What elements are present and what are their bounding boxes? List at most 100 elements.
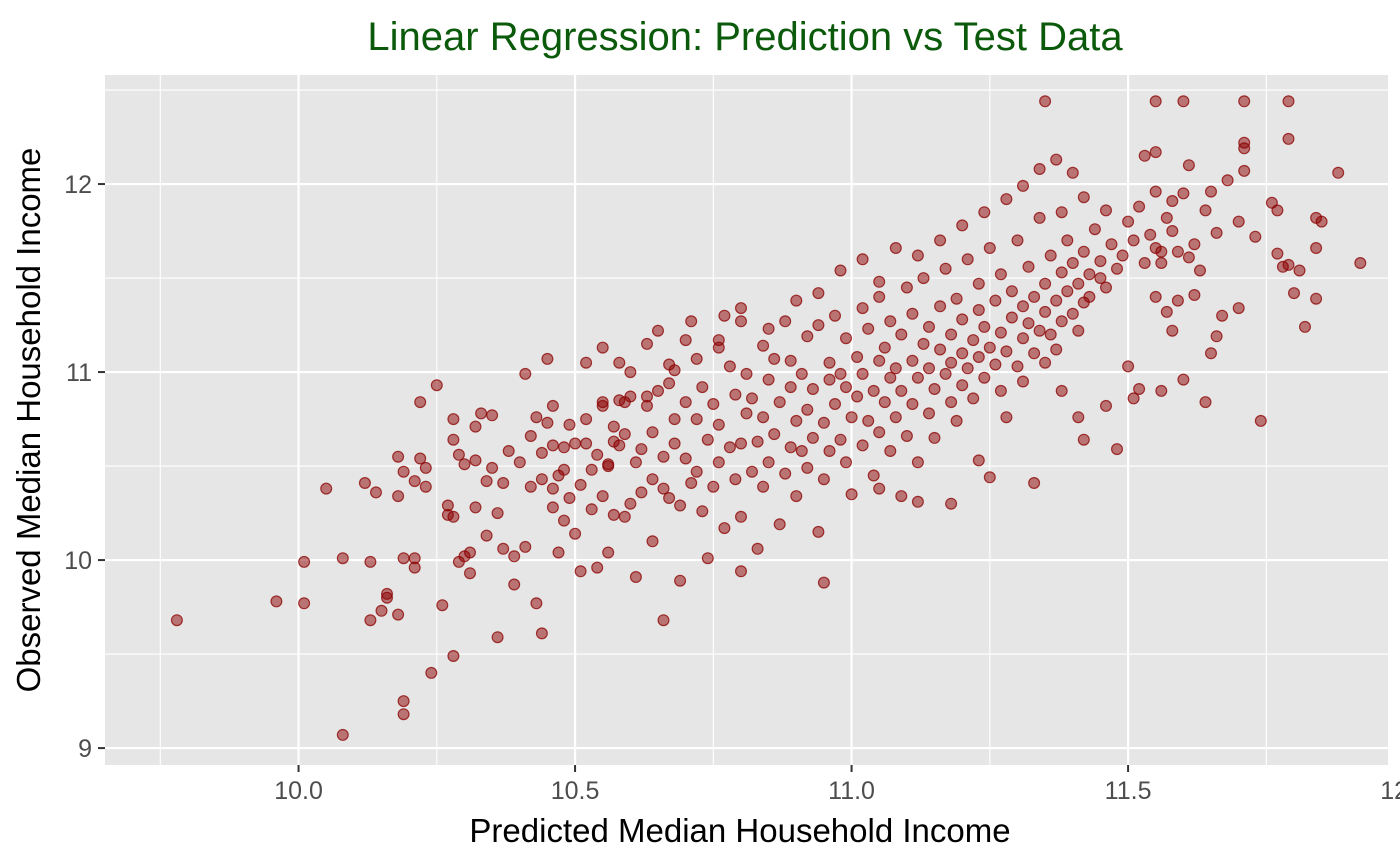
data-point bbox=[696, 381, 709, 394]
data-point bbox=[740, 407, 753, 420]
data-point bbox=[646, 535, 659, 548]
data-point bbox=[690, 413, 703, 426]
data-point bbox=[552, 546, 565, 559]
data-point bbox=[967, 334, 980, 347]
data-point bbox=[1016, 332, 1029, 345]
data-point bbox=[613, 356, 626, 369]
data-point bbox=[580, 437, 593, 450]
data-point bbox=[1072, 411, 1085, 424]
data-point bbox=[336, 728, 349, 741]
data-point bbox=[381, 587, 394, 600]
data-point bbox=[624, 497, 637, 510]
data-point bbox=[1033, 324, 1046, 337]
data-point bbox=[701, 433, 714, 446]
data-point bbox=[873, 354, 886, 367]
data-point bbox=[839, 381, 852, 394]
data-point bbox=[1293, 264, 1306, 277]
data-point bbox=[884, 315, 897, 328]
data-point bbox=[469, 501, 482, 514]
x-tick-label: 12.0 bbox=[1380, 777, 1400, 805]
data-point bbox=[790, 490, 803, 503]
data-point bbox=[983, 341, 996, 354]
data-point bbox=[635, 443, 648, 456]
data-point bbox=[734, 510, 747, 523]
data-point bbox=[1127, 392, 1140, 405]
data-point bbox=[1011, 360, 1024, 373]
data-point bbox=[900, 430, 913, 443]
x-tick-label: 11.0 bbox=[828, 777, 875, 805]
data-point bbox=[856, 367, 869, 380]
data-point bbox=[513, 456, 526, 469]
data-point bbox=[1005, 285, 1018, 298]
data-point bbox=[618, 510, 631, 523]
data-point bbox=[734, 437, 747, 450]
data-point bbox=[640, 390, 653, 403]
data-point bbox=[447, 510, 460, 523]
data-point bbox=[486, 409, 499, 422]
data-point bbox=[851, 351, 864, 364]
data-point bbox=[801, 403, 814, 416]
data-point bbox=[1254, 414, 1267, 427]
data-point bbox=[917, 337, 930, 350]
data-point bbox=[956, 379, 969, 392]
data-point bbox=[585, 463, 598, 476]
data-point bbox=[795, 367, 808, 380]
data-point bbox=[1066, 257, 1079, 270]
data-point bbox=[613, 439, 626, 452]
data-point bbox=[452, 448, 465, 461]
data-point bbox=[491, 631, 504, 644]
data-point bbox=[1221, 174, 1234, 187]
data-point bbox=[945, 396, 958, 409]
data-point bbox=[889, 242, 902, 255]
data-point bbox=[862, 322, 875, 335]
data-point bbox=[972, 277, 985, 290]
data-point bbox=[950, 292, 963, 305]
data-point bbox=[657, 614, 670, 627]
data-point bbox=[1116, 249, 1129, 262]
data-point bbox=[392, 608, 405, 621]
data-point bbox=[790, 414, 803, 427]
data-point bbox=[1022, 317, 1035, 330]
data-point bbox=[1094, 272, 1107, 285]
data-point bbox=[734, 302, 747, 315]
data-point bbox=[851, 390, 864, 403]
data-point bbox=[436, 599, 449, 612]
data-point bbox=[1044, 249, 1057, 262]
data-point bbox=[845, 488, 858, 501]
data-point bbox=[530, 411, 543, 424]
data-point bbox=[1171, 245, 1184, 258]
data-point bbox=[889, 411, 902, 424]
data-point bbox=[873, 275, 886, 288]
data-point bbox=[1149, 95, 1162, 108]
data-point bbox=[491, 507, 504, 520]
data-point bbox=[817, 416, 830, 429]
data-point bbox=[1155, 257, 1168, 270]
data-point bbox=[364, 555, 377, 568]
data-point bbox=[441, 499, 454, 512]
x-axis: 10.0 10.5 11.0 11.5 12.0 bbox=[274, 765, 1400, 805]
data-point bbox=[945, 356, 958, 369]
data-point bbox=[519, 367, 532, 380]
data-point bbox=[1022, 260, 1035, 273]
data-point bbox=[1005, 311, 1018, 324]
y-axis-title: Observed Median Household Income bbox=[10, 148, 47, 693]
data-point bbox=[447, 649, 460, 662]
data-point bbox=[569, 527, 582, 540]
data-point bbox=[1066, 307, 1079, 320]
data-point bbox=[646, 426, 659, 439]
data-point bbox=[557, 514, 570, 527]
data-point bbox=[1238, 142, 1251, 155]
data-point bbox=[1149, 242, 1162, 255]
data-point bbox=[657, 482, 670, 495]
data-point bbox=[1033, 211, 1046, 224]
data-point bbox=[469, 420, 482, 433]
data-point bbox=[679, 396, 692, 409]
data-point bbox=[828, 398, 841, 411]
data-point bbox=[1083, 268, 1096, 281]
data-point bbox=[546, 439, 559, 452]
data-point bbox=[978, 206, 991, 219]
data-point bbox=[1094, 255, 1107, 268]
data-point bbox=[1332, 166, 1345, 179]
data-point bbox=[906, 398, 919, 411]
data-point bbox=[358, 477, 371, 490]
